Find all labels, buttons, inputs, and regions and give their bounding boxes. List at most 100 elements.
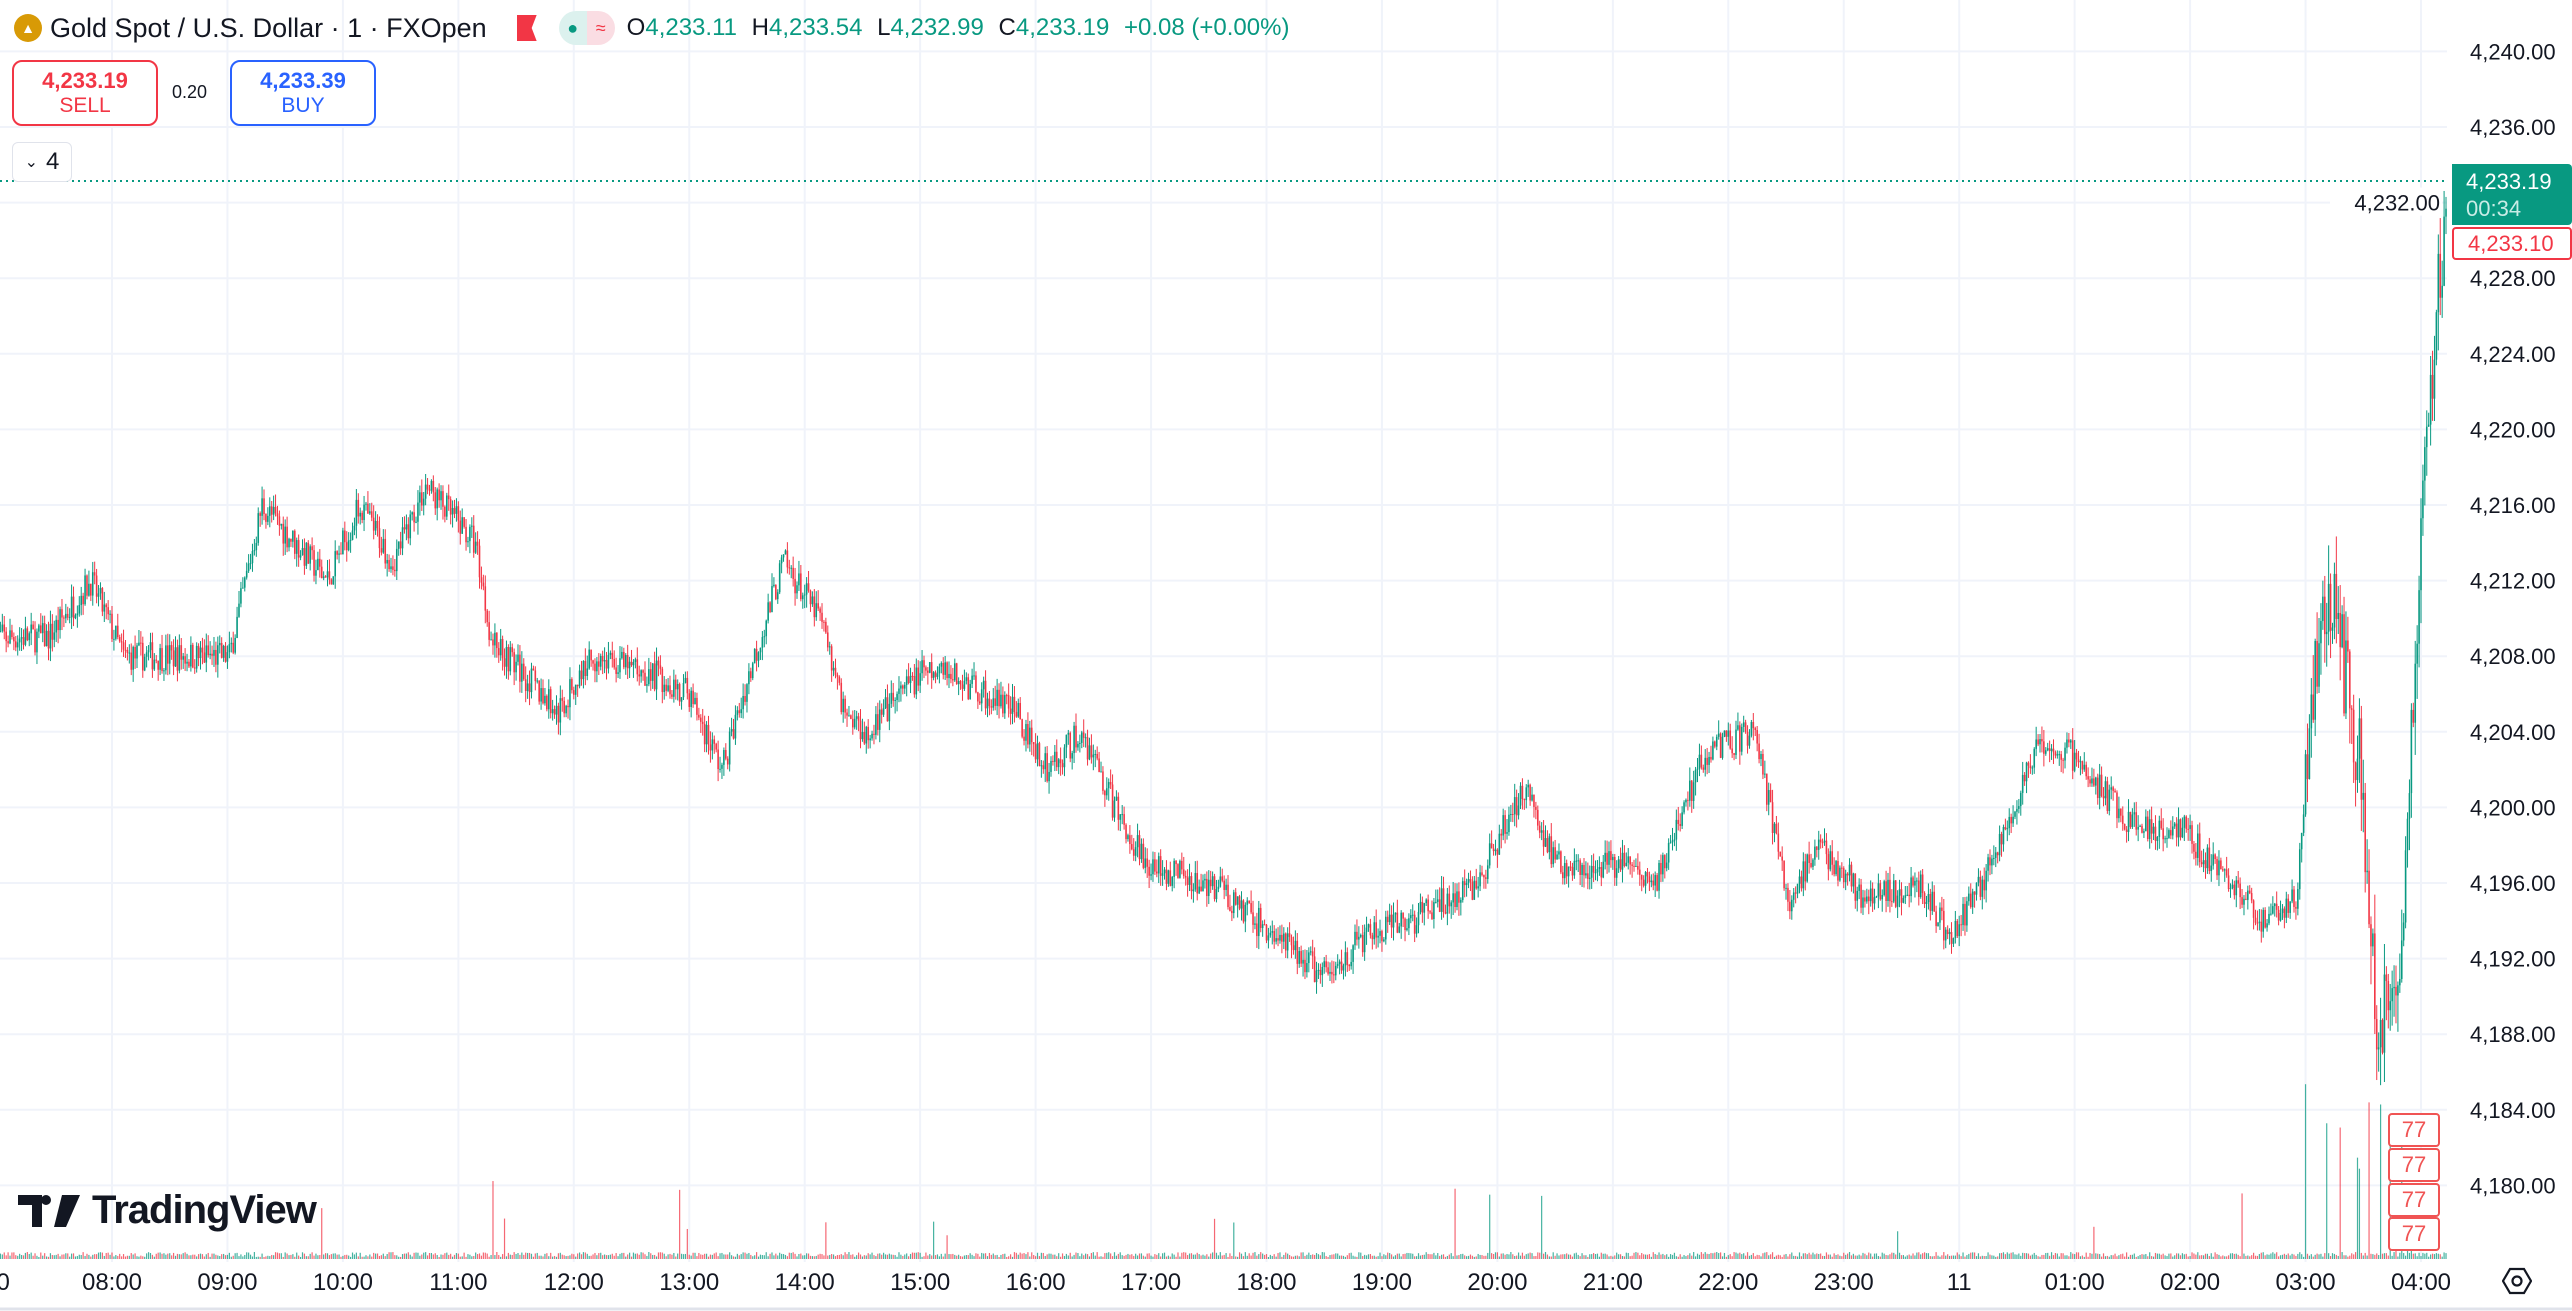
volume-bar: [444, 1253, 446, 1259]
candle-body: [267, 515, 269, 522]
candle-body: [940, 662, 943, 667]
volume-bar: [2266, 1254, 2268, 1259]
settings-icon[interactable]: [2502, 1266, 2532, 1296]
symbol-title[interactable]: Gold Spot / U.S. Dollar · 1 · FXOpen: [50, 12, 487, 43]
market-status[interactable]: ● ≈: [558, 11, 615, 45]
volume-bar: [1483, 1255, 1485, 1259]
candle-body: [151, 642, 154, 670]
volume-bar: [417, 1252, 419, 1259]
candle-body: [1104, 790, 1106, 796]
volume-bar: [321, 1208, 323, 1259]
candle-body: [667, 685, 669, 691]
volume-bar: [1181, 1252, 1183, 1259]
candle-body: [1883, 881, 1885, 896]
volume-bar: [1369, 1254, 1372, 1259]
candle-body: [1875, 896, 1878, 898]
candle-body: [1998, 833, 2001, 856]
time-axis[interactable]: 0008:0009:0010:0011:0012:0013:0014:0015:…: [0, 1269, 2451, 1296]
candle-body: [1704, 757, 1707, 770]
volume-bar: [1542, 1253, 1545, 1259]
volume-bar: [1273, 1254, 1275, 1259]
volume-bar: [363, 1256, 365, 1259]
volume-bar: [2254, 1255, 2257, 1259]
volume-bar: [1956, 1252, 1958, 1259]
candle-body: [91, 572, 94, 596]
volume-bar: [1600, 1252, 1602, 1259]
candle-body: [798, 573, 800, 586]
volume-bar: [376, 1253, 379, 1259]
candle-body: [2372, 933, 2374, 947]
candle-body: [113, 638, 115, 640]
volume-bar: [1748, 1255, 1751, 1259]
volume-bar: [2033, 1252, 2035, 1259]
volume-bar: [1696, 1253, 1699, 1259]
volume-bar: [1160, 1256, 1162, 1259]
volume-bar: [882, 1252, 885, 1259]
volume-bar: [548, 1256, 550, 1259]
candle-body: [1821, 842, 1824, 844]
candle-body: [646, 684, 648, 686]
volume-bar: [1904, 1256, 1906, 1259]
candle-body: [399, 541, 402, 549]
candle-body: [624, 655, 627, 668]
volume-bar: [917, 1252, 919, 1259]
candle-body: [1637, 865, 1639, 870]
candle-body: [1692, 782, 1695, 801]
volume-bar: [17, 1255, 19, 1259]
candle-body: [611, 652, 614, 660]
volume-bar: [679, 1189, 681, 1259]
volume-bar: [236, 1252, 238, 1259]
candle-body: [2079, 761, 2082, 763]
volume-bar: [349, 1256, 352, 1259]
indicators-toggle[interactable]: ⌄ 4: [12, 142, 72, 182]
sell-button[interactable]: 4,233.19 SELL: [12, 60, 158, 126]
volume-bar: [1589, 1254, 1591, 1259]
candle-body: [1107, 782, 1110, 789]
candle-body: [1950, 932, 1953, 944]
candle-body: [1550, 836, 1553, 865]
volume-bar: [1035, 1256, 1037, 1259]
volume-bar: [515, 1253, 517, 1259]
candle-body: [1136, 835, 1139, 848]
candle-body: [444, 506, 446, 517]
candle-body: [605, 660, 608, 669]
candle-body: [809, 590, 812, 605]
buy-button[interactable]: 4,233.39 BUY: [230, 60, 376, 126]
volume-bar: [2024, 1253, 2026, 1259]
volume-bar: [496, 1252, 498, 1259]
volume-bar: [519, 1254, 521, 1259]
candle-body: [2112, 787, 2114, 791]
candle-body: [1371, 935, 1374, 940]
candle-body: [288, 538, 290, 548]
candle-body: [2116, 792, 2118, 819]
volume-bar: [1739, 1252, 1741, 1259]
volume-bar: [1612, 1256, 1614, 1259]
candle-body: [2148, 819, 2151, 840]
volume-bar: [2299, 1252, 2301, 1259]
candle-body: [884, 697, 887, 709]
candle-body: [723, 750, 725, 765]
candle-body: [1134, 847, 1137, 856]
volume-bar: [569, 1255, 571, 1259]
candle-body: [2146, 816, 2149, 840]
candle-body: [2277, 909, 2280, 921]
volume-bar: [715, 1252, 717, 1259]
candle-body: [2247, 890, 2249, 900]
volume-bar: [936, 1254, 939, 1259]
candle-body: [2050, 748, 2053, 752]
volume-bar: [1735, 1252, 1737, 1259]
tradingview-logo[interactable]: TradingView: [18, 1188, 317, 1233]
candle-body: [1067, 732, 1070, 735]
volume-bar: [1252, 1252, 1254, 1259]
candle-body: [1019, 703, 1022, 720]
volume-bar: [1631, 1255, 1633, 1259]
price-axis[interactable]: 4,240.004,236.004,232.004,228.004,224.00…: [2330, 39, 2556, 1198]
flag-icon[interactable]: [516, 15, 537, 41]
candle-body: [942, 662, 945, 675]
volume-bar: [1165, 1256, 1168, 1259]
candle-body: [1358, 936, 1360, 940]
candle-body: [157, 660, 159, 670]
volume-bar: [1256, 1255, 1258, 1259]
candle-body: [1244, 904, 1247, 922]
